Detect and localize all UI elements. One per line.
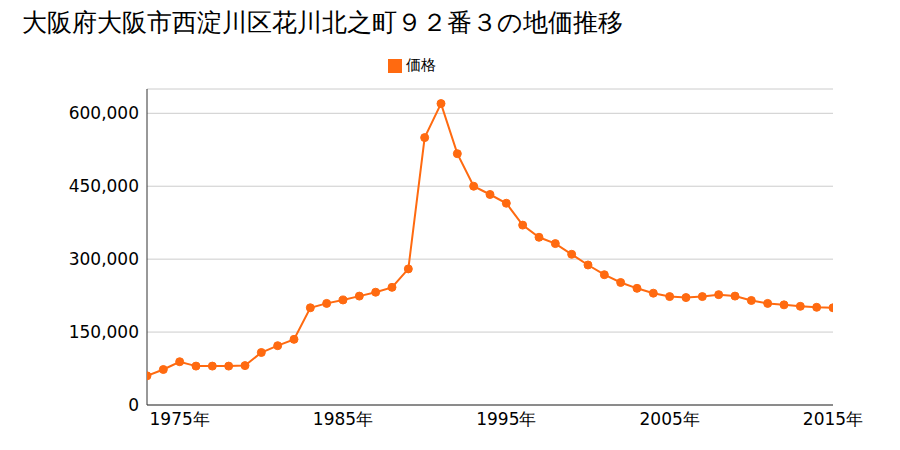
svg-text:0: 0: [128, 395, 139, 415]
svg-text:1975年: 1975年: [150, 409, 210, 429]
svg-text:2005年: 2005年: [640, 409, 700, 429]
svg-text:450,000: 450,000: [69, 176, 139, 196]
svg-text:1995年: 1995年: [476, 409, 536, 429]
svg-text:1985年: 1985年: [313, 409, 373, 429]
html-text:大阪府大阪市西淀川区花川北之町９２番３の地価推移: 大阪府大阪市西淀川区花川北之町９２番３の地価推移: [22, 8, 623, 37]
svg-text:150,000: 150,000: [69, 322, 139, 342]
html-text:価格: 価格: [405, 56, 436, 74]
svg-text:2015年: 2015年: [803, 409, 863, 429]
svg-text:300,000: 300,000: [69, 249, 139, 269]
svg-text:600,000: 600,000: [69, 103, 139, 123]
